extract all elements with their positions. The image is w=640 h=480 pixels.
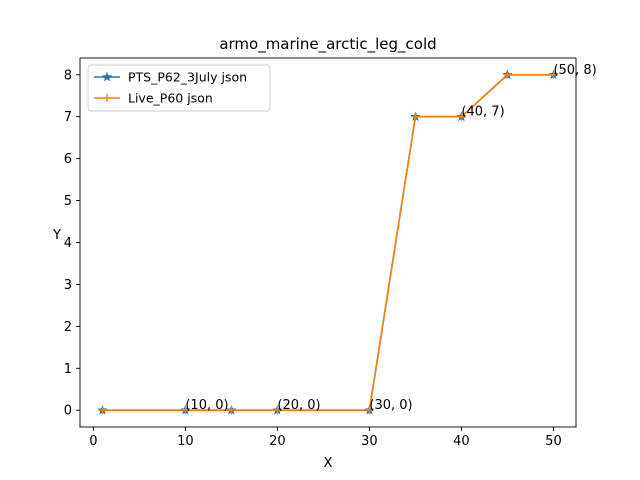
y-tick-label: 8 <box>64 68 72 83</box>
y-axis-label: Y <box>52 228 61 243</box>
legend-label: Live_P60 json <box>128 91 213 106</box>
point-annotation: (40, 7) <box>461 105 504 120</box>
data-point-series-2 <box>227 406 236 415</box>
point-annotation: (20, 0) <box>277 398 320 413</box>
point-annotation: (10, 0) <box>185 398 228 413</box>
data-point-series-2 <box>365 406 374 415</box>
x-axis-label: X <box>324 456 333 471</box>
data-point-series-2 <box>503 70 512 79</box>
legend-swatch-marker <box>103 94 111 102</box>
y-tick-label: 7 <box>64 110 72 125</box>
y-tick-label: 3 <box>64 278 72 293</box>
chart-title: armo_marine_arctic_leg_cold <box>219 35 436 54</box>
x-tick-label: 0 <box>89 434 97 449</box>
point-annotation: (30, 0) <box>369 398 412 413</box>
y-tick-label: 2 <box>64 320 72 335</box>
point-annotation: (50, 8) <box>553 63 596 78</box>
y-tick-label: 1 <box>64 362 72 377</box>
legend-label: PTS_P62_3July json <box>128 70 247 85</box>
y-tick-label: 4 <box>64 236 72 251</box>
legend-box <box>87 64 271 112</box>
x-tick-label: 20 <box>269 434 286 449</box>
legend-swatch-marker <box>101 71 113 82</box>
data-point-series-2 <box>181 406 190 415</box>
x-tick-label: 40 <box>453 434 470 449</box>
y-tick-label: 6 <box>64 152 72 167</box>
y-tick-label: 0 <box>64 404 72 419</box>
data-point-series-2 <box>549 70 558 79</box>
data-point-series-2 <box>411 112 420 121</box>
data-point-series-2 <box>457 112 466 121</box>
x-tick-label: 30 <box>361 434 378 449</box>
y-tick-label: 5 <box>64 194 72 209</box>
data-point-series-2 <box>98 406 107 415</box>
x-tick-label: 50 <box>545 434 562 449</box>
data-point-series-2 <box>273 406 282 415</box>
x-tick-label: 10 <box>177 434 194 449</box>
plot-area: 0 10 20 30 40 50 0 1 2 3 4 5 6 7 8 (10, 0) (20, 0) (30, 0… <box>64 57 597 449</box>
